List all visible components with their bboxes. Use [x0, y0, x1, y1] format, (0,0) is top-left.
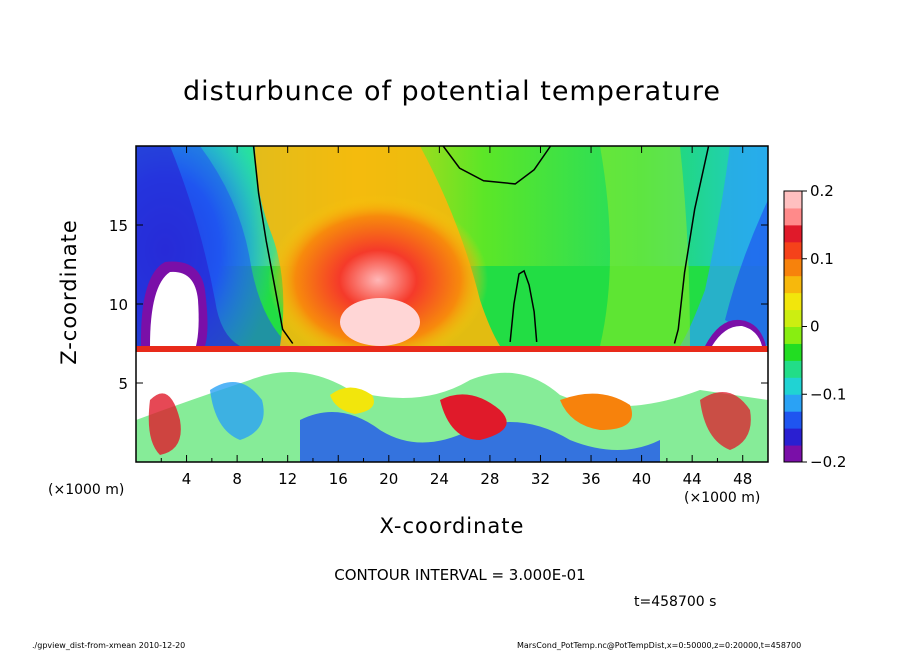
x-tick-label: 44: [683, 470, 702, 488]
colorbar-ticks: 0.2 0.1 0 −0.1 −0.2: [802, 182, 846, 471]
x-tick-label: 12: [278, 470, 297, 488]
x-tick-label: 24: [430, 470, 449, 488]
colorbar-segment: [784, 326, 802, 344]
colorbar-tick-label: 0.1: [810, 250, 834, 268]
x-tick-label: 4: [182, 470, 192, 488]
heatmap-field: [136, 146, 768, 462]
x-axis-ticks: 4 8 12 16 20 24 28 32 36 40 44 48: [160, 146, 752, 488]
contour-line: [673, 146, 710, 344]
colorbar-segment: [784, 275, 802, 294]
x-axis-unit: (×1000 m): [684, 490, 761, 506]
y-tick-label: 10: [109, 296, 128, 314]
colorbar-segment: [784, 360, 802, 378]
x-tick-label: 48: [733, 470, 752, 488]
contour-line: [252, 146, 294, 344]
zero-contour-lines: [252, 146, 710, 344]
colorbar-segment: [784, 428, 802, 446]
colorbar-segment: [784, 224, 802, 243]
contour-line: [509, 269, 538, 342]
contour-interval: CONTOUR INTERVAL = 3.000E-01: [334, 566, 586, 584]
x-tick-label: 8: [232, 470, 242, 488]
colorbar: [784, 191, 802, 463]
colorbar-tick-label: −0.1: [810, 385, 846, 403]
footer-left: ./gpview_dist-from-xmean 2010-12-20: [32, 641, 186, 650]
x-tick-label: 28: [480, 470, 499, 488]
x-tick-label: 36: [581, 470, 600, 488]
time-stamp: t=458700 s: [634, 594, 717, 610]
footer-right: MarsCond_PotTemp.nc@PotTempDist,x=0:5000…: [517, 641, 802, 650]
x-tick-label: 16: [329, 470, 348, 488]
x-tick-label: 40: [632, 470, 651, 488]
y-axis-ticks: 5 10 15: [109, 217, 768, 393]
colorbar-tick-label: −0.2: [810, 453, 846, 471]
colorbar-segment: [784, 191, 802, 209]
colorbar-segment: [784, 445, 802, 463]
colorbar-tick-label: 0.2: [810, 182, 834, 200]
y-tick-label: 15: [109, 217, 128, 235]
y-axis-label: Z-coordinate: [56, 219, 81, 365]
colorbar-segment: [784, 377, 802, 395]
colorbar-tick-label: 0: [810, 318, 820, 336]
x-axis-label: X-coordinate: [379, 514, 525, 538]
colorbar-segment: [784, 258, 802, 277]
colorbar-segment: [784, 292, 802, 311]
y-axis-unit: (×1000 m): [48, 482, 125, 498]
x-tick-label: 32: [531, 470, 550, 488]
colorbar-segment: [784, 309, 802, 327]
contour-line: [442, 146, 552, 185]
colorbar-segment: [784, 394, 802, 412]
colorbar-segment: [784, 343, 802, 361]
chart-title: disturbunce of potential temperature: [183, 76, 721, 107]
y-tick-label: 5: [118, 375, 128, 393]
colorbar-segment: [784, 241, 802, 260]
x-tick-label: 20: [379, 470, 398, 488]
colorbar-segment: [784, 207, 802, 226]
colorbar-segment: [784, 411, 802, 429]
